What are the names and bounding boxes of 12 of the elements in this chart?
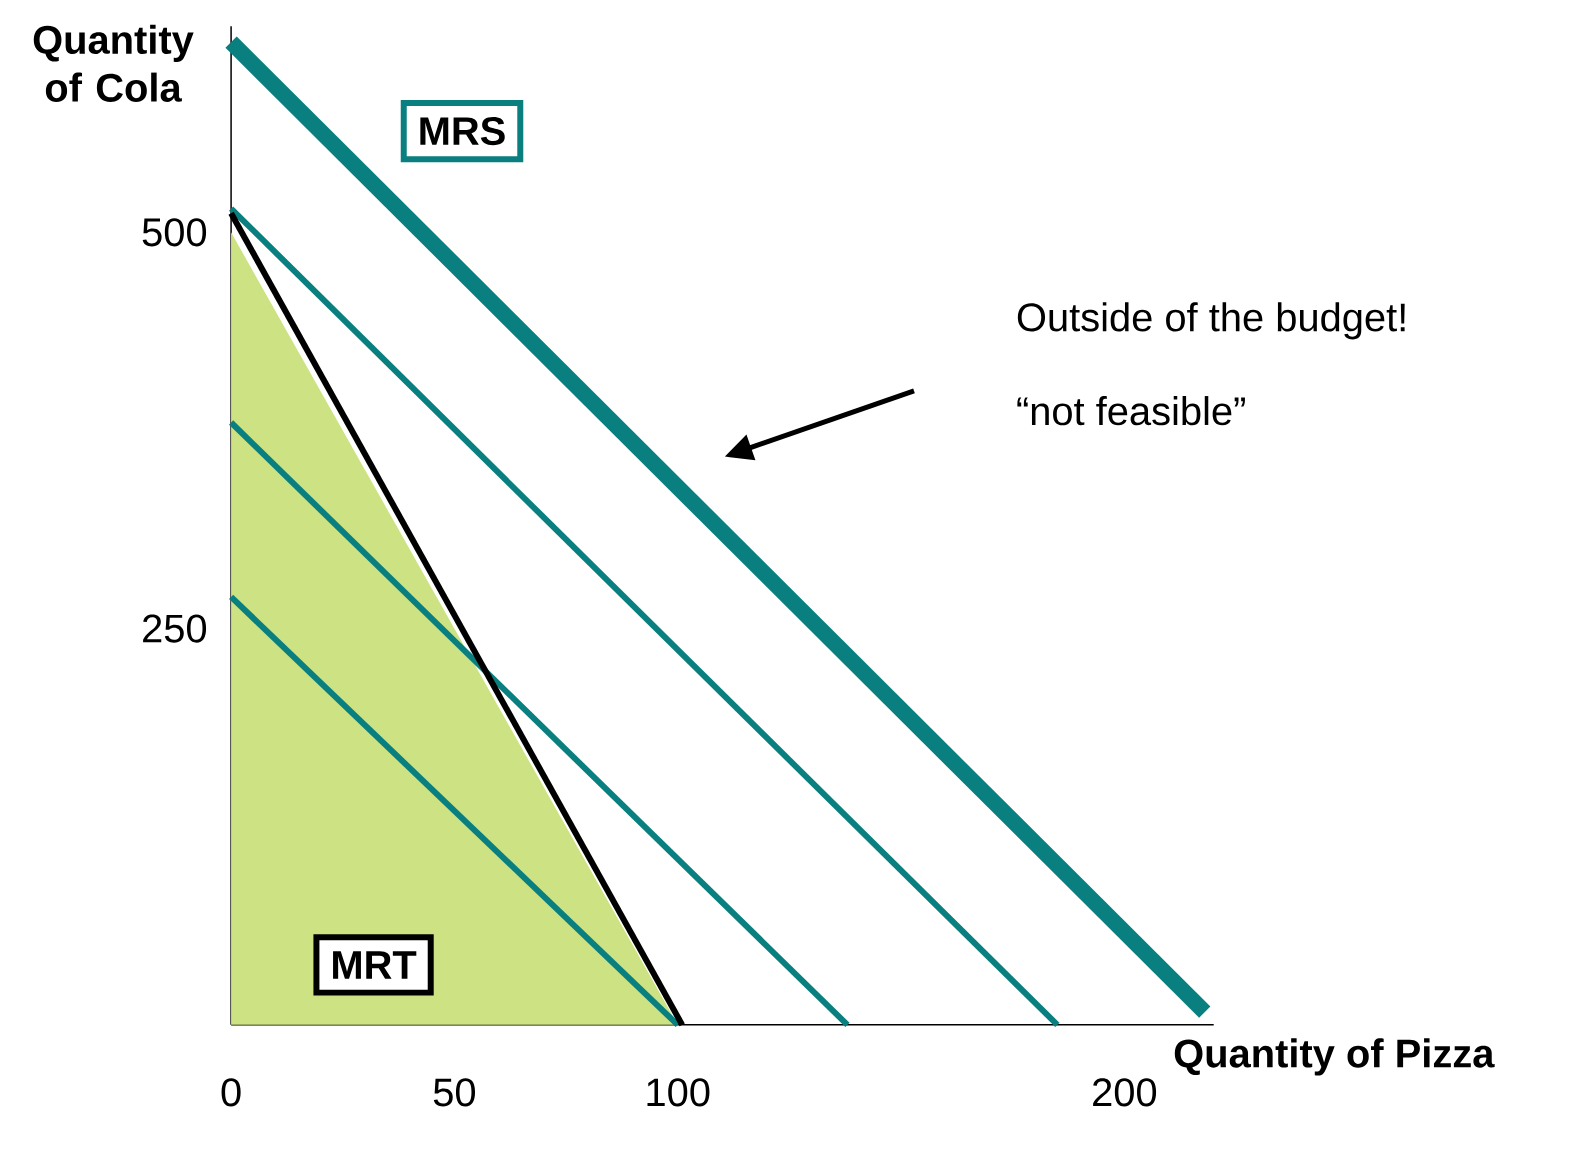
y-tick-label: 250: [143, 614, 207, 643]
annotation: Outside of the budget!: [1017, 302, 1405, 340]
x-tick-label: 200: [1093, 1078, 1157, 1107]
annotation: “not feasible”: [1017, 395, 1245, 426]
x-tick-label: 100: [647, 1078, 710, 1107]
x-axis-title: Quantity of Pizza: [1174, 1038, 1495, 1076]
y-axis-title: Quantity of Cola: [33, 24, 194, 102]
x-tick-label: 0: [221, 1078, 241, 1107]
annotation: MRS: [420, 116, 505, 145]
x-tick-label: 50: [433, 1078, 476, 1107]
y-tick-label: 500: [142, 217, 207, 247]
annotation: MRT: [333, 951, 417, 979]
